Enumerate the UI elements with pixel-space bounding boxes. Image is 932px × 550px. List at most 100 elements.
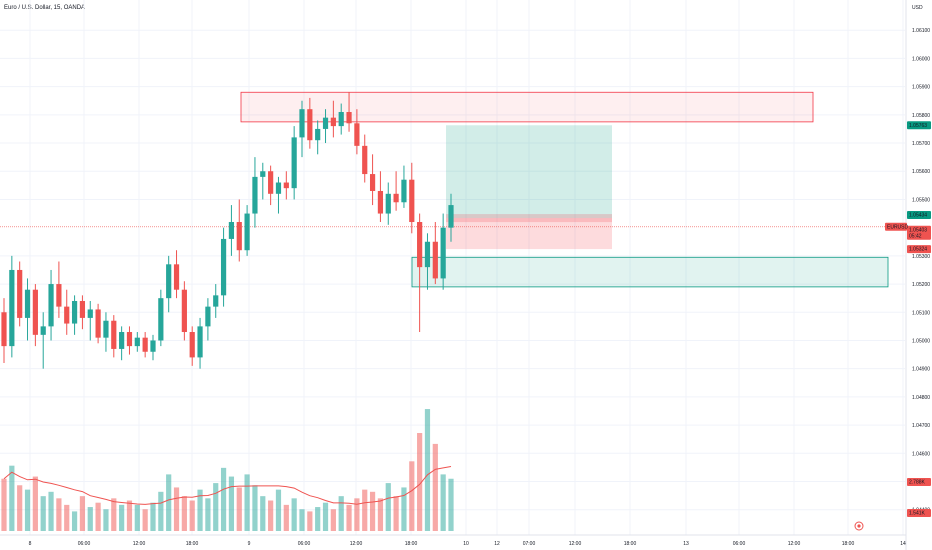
volume-bar	[79, 496, 86, 531]
candle-body	[64, 306, 70, 324]
candle-body	[322, 117, 329, 129]
demand-zone	[411, 256, 889, 288]
volume-bar	[346, 504, 352, 531]
volume-bar	[299, 509, 305, 531]
candle-body	[291, 137, 297, 189]
candle-body	[362, 145, 368, 175]
x-tick-label: 18:00	[624, 541, 637, 547]
x-tick-label: 9	[248, 541, 251, 547]
candle-body	[181, 289, 187, 333]
volume-bar	[362, 489, 368, 531]
candle-body	[409, 179, 415, 223]
candle-body	[173, 264, 180, 290]
candle-body	[283, 182, 289, 189]
y-tick-label: 1.05300	[912, 254, 930, 260]
volume-bar	[228, 476, 235, 531]
x-tick-label: 14	[900, 541, 906, 547]
x-tick-label: 12:00	[350, 541, 363, 547]
x-tick-label: 06:00	[78, 541, 91, 547]
y-tick-label: 1.04900	[912, 367, 930, 373]
last-price-badge-text: 05:42	[909, 233, 922, 239]
volume-bar	[158, 491, 164, 531]
candle-body	[111, 320, 117, 349]
volume-bar	[1, 478, 7, 531]
volume-bar	[385, 483, 391, 531]
candle-body	[252, 176, 258, 214]
volume-bar	[9, 465, 15, 531]
volume-bar	[32, 476, 38, 531]
x-tick-label: 06:00	[298, 541, 311, 547]
candle-body	[260, 171, 266, 177]
entry-price-badge-text: 1.05434	[909, 213, 927, 219]
candle-body	[385, 193, 391, 214]
volume-bar	[330, 509, 336, 531]
volume-bar	[142, 509, 148, 531]
volume-bar	[119, 504, 125, 531]
volume-bar	[197, 489, 203, 531]
volume-bar	[181, 496, 187, 531]
volume-bar	[354, 498, 360, 531]
x-tick-label: 06:00	[733, 541, 746, 547]
candle-body	[71, 300, 78, 324]
y-tick-label: 1.04600	[912, 451, 930, 457]
volume-bar	[103, 509, 109, 531]
target-price-badge-text: 1.05763	[909, 123, 927, 129]
volume-bar	[409, 461, 415, 531]
candle-body	[40, 326, 46, 335]
volume-bar	[369, 491, 376, 531]
candle-body	[244, 213, 250, 251]
volume-bar	[189, 500, 195, 531]
candle-body	[393, 193, 399, 203]
volume-bar	[432, 443, 438, 531]
volume-bar	[252, 485, 258, 531]
volume-bar	[56, 498, 62, 531]
volume-bar	[424, 409, 431, 531]
x-tick-label: 07:00	[523, 541, 536, 547]
volume-ma-line	[3, 466, 452, 505]
last-price-badge	[907, 225, 931, 240]
volume-bar	[220, 467, 227, 531]
volume-bar	[134, 504, 140, 531]
currency-label: USD	[912, 5, 923, 11]
candle-body	[87, 309, 93, 318]
x-tick-label: 18:00	[186, 541, 199, 547]
candle-body	[268, 171, 274, 194]
volume-bar	[126, 500, 133, 531]
candle-body	[197, 326, 203, 358]
y-tick-label: 1.05700	[912, 141, 930, 147]
volume-bar	[150, 502, 156, 531]
candle-body	[440, 227, 446, 279]
y-tick-label: 1.05900	[912, 85, 930, 91]
volume-badge	[907, 478, 931, 486]
candle-body	[1, 312, 7, 347]
x-tick-label: 12:00	[788, 541, 801, 547]
volume-bar	[244, 474, 250, 531]
x-tick-label: 13	[683, 541, 689, 547]
candle-body	[448, 205, 454, 228]
stop-price-badge	[907, 245, 931, 254]
candle-body	[32, 289, 38, 335]
volume-bar	[24, 489, 31, 531]
volume-bar	[440, 474, 446, 531]
candle-body	[205, 306, 211, 327]
candle-body	[417, 222, 423, 268]
y-tick-label: 1.05600	[912, 169, 930, 175]
target-price-badge	[907, 121, 931, 130]
volume-ma-badge-text: 1.541K	[909, 511, 926, 517]
candle-body	[424, 241, 431, 268]
candle-body	[56, 284, 62, 307]
x-tick-label: 10	[463, 541, 469, 547]
volume-bar	[338, 496, 344, 531]
symbol-badge	[885, 222, 907, 231]
volume-bar	[166, 474, 172, 531]
volume-bar	[401, 487, 407, 531]
candle-body	[103, 320, 109, 338]
candle-body	[307, 109, 313, 141]
x-tick-label: 12:00	[133, 541, 146, 547]
y-tick-label: 1.05000	[912, 338, 930, 344]
volume-bar	[95, 502, 101, 531]
candle-body	[275, 182, 282, 194]
symbol-badge-text: EURUSD	[887, 224, 909, 230]
y-tick-label: 1.06100	[912, 28, 930, 34]
